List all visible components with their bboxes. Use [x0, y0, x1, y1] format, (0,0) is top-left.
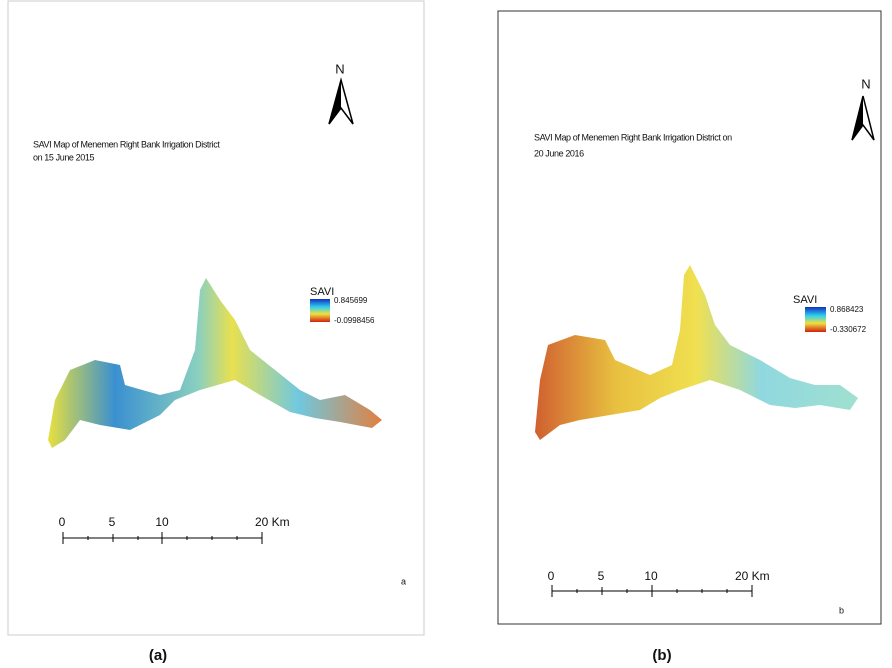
corner-letter: a [401, 576, 406, 586]
corner-letter: b [839, 605, 844, 615]
map-area [535, 265, 858, 440]
scale-label: 10 [644, 569, 658, 583]
scale-label: 0 [548, 569, 555, 583]
legend-label: SAVI [793, 294, 817, 306]
scale-label: 20 Km [255, 515, 290, 529]
legend-max: 0.845699 [334, 296, 368, 305]
legend-colorbar [310, 299, 330, 322]
panel-a: SAVI Map of Menemen Right Bank Irrigatio… [7, 0, 425, 664]
north-label: N [861, 76, 870, 91]
scale-label: 0 [59, 515, 66, 529]
scale-label: 20 Km [735, 569, 770, 583]
map-area [48, 278, 382, 448]
legend-label: SAVI [310, 286, 334, 298]
map-title: 20 June 2016 [534, 148, 584, 158]
scale-bar [62, 532, 263, 544]
legend-min: -0.330672 [830, 325, 867, 334]
map-title: SAVI Map of Menemen Right Bank Irrigatio… [33, 139, 220, 149]
panel-b: SAVI Map of Menemen Right Bank Irrigatio… [497, 10, 882, 664]
legend-min: -0.0998456 [334, 316, 375, 325]
scale-label: 5 [109, 515, 116, 529]
legend-colorbar [805, 307, 826, 332]
scale-label: 10 [155, 515, 169, 529]
north-arrow [852, 96, 863, 140]
north-arrow [329, 80, 341, 124]
caption: (a) [149, 647, 167, 664]
north-label: N [335, 61, 344, 76]
scale-label: 5 [598, 569, 605, 583]
legend-max: 0.868423 [830, 305, 864, 314]
map-title: SAVI Map of Menemen Right Bank Irrigatio… [534, 132, 732, 142]
caption: (b) [652, 647, 671, 664]
map-title: on 15 June 2015 [33, 152, 94, 162]
scale-bar [551, 585, 753, 597]
